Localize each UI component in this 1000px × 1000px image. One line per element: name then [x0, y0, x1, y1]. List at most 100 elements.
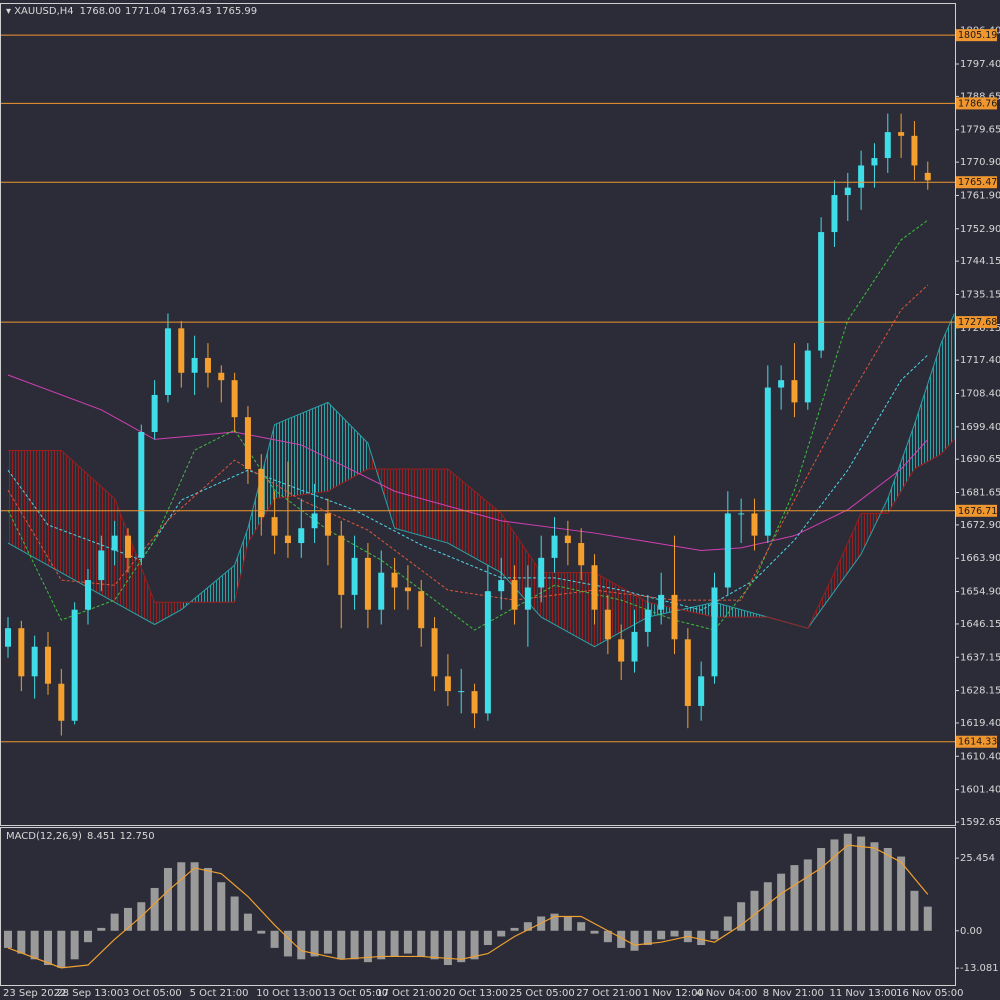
- macd-bar: [670, 930, 679, 937]
- macd-bar: [217, 882, 226, 931]
- x-tick-label: 10 Oct 13:00: [256, 988, 321, 999]
- macd-bar: [550, 913, 559, 931]
- macd-bar: [630, 930, 639, 951]
- macd-bar: [243, 913, 252, 931]
- candle-body: [218, 372, 225, 381]
- candle-body: [284, 535, 291, 544]
- x-tick-label: 13 Oct 05:00: [323, 988, 388, 999]
- macd-bar: [750, 890, 759, 931]
- close-text: 1765.99: [216, 6, 257, 17]
- cloud-segment: [154, 602, 182, 625]
- macd-bar: [910, 890, 919, 931]
- macd-bar: [563, 916, 572, 931]
- candle-body: [724, 513, 731, 588]
- high-text: 1771.04: [125, 6, 166, 17]
- macd-bar: [163, 867, 172, 931]
- candle-body: [31, 646, 38, 677]
- candle-body: [511, 580, 518, 610]
- candle-body: [298, 528, 305, 544]
- macd-bar: [883, 847, 892, 931]
- candle-body: [271, 517, 278, 536]
- y-tick-label: 1601.40: [960, 785, 1000, 796]
- macd-bar: [283, 930, 292, 957]
- open-text: 1768.00: [80, 6, 121, 17]
- y-tick-label: 1788.65: [960, 91, 1000, 102]
- price-panel: 1806.401797.401788.651779.651770.901761.…: [0, 26, 1000, 828]
- candle-body: [178, 328, 185, 373]
- macd-bar: [43, 930, 52, 966]
- candle-body: [858, 165, 865, 188]
- x-tick-label: 1 Nov 12:00: [643, 988, 704, 999]
- macd-signal: [7, 844, 929, 969]
- candle-body: [498, 580, 505, 592]
- macd-bar: [83, 930, 92, 943]
- candle-body: [484, 591, 491, 714]
- candle-body: [258, 469, 265, 518]
- macd-bar: [657, 930, 666, 940]
- candle-body: [564, 535, 571, 544]
- macd-bar: [897, 856, 906, 931]
- candle-body: [711, 587, 718, 677]
- cloud-segment: [8, 450, 62, 573]
- indicator-line: [7, 374, 929, 551]
- y-tick-label: 1744.15: [960, 256, 1000, 267]
- y-tick-label: 1646.15: [960, 619, 1000, 630]
- level-tag: [956, 735, 997, 748]
- macd-bar: [737, 902, 746, 931]
- macd-bar: [30, 930, 39, 960]
- macd-bar: [617, 930, 626, 948]
- macd-y-tick-label: 25.454: [960, 853, 995, 864]
- macd-bar: [603, 930, 612, 943]
- y-tick-label: 1663.90: [960, 553, 1000, 564]
- y-tick-label: 1681.65: [960, 488, 1000, 499]
- macd-bar: [830, 839, 839, 931]
- macd-bar: [643, 930, 652, 946]
- cloud-segment: [234, 528, 248, 603]
- candle-body: [671, 594, 678, 640]
- y-tick-label: 1619.40: [960, 718, 1000, 729]
- macd-bar: [697, 930, 706, 946]
- candle-body: [44, 646, 51, 684]
- macd-y-tick-label: 0.00: [960, 926, 982, 937]
- macd-bar: [70, 930, 79, 960]
- macd-bar: [710, 930, 719, 940]
- candle-body: [524, 587, 531, 610]
- candle-body: [791, 380, 798, 403]
- candle-body: [818, 232, 825, 351]
- macd-bar: [763, 882, 772, 931]
- macd-bar: [417, 930, 426, 957]
- candle-body: [538, 557, 545, 588]
- level-label: 1676.71: [958, 506, 997, 517]
- macd-bar: [323, 930, 332, 954]
- y-tick-label: 1708.40: [960, 388, 1000, 399]
- symbol: XAUUSD,H4: [14, 6, 73, 17]
- macd-bar: [443, 930, 452, 966]
- candle-body: [911, 135, 918, 166]
- candle-body: [604, 609, 611, 640]
- macd-bar: [870, 842, 879, 931]
- y-tick-label: 1797.40: [960, 59, 1000, 70]
- macd-bar: [403, 930, 412, 954]
- candle-body: [844, 187, 851, 196]
- candle-body: [418, 591, 425, 629]
- candle-body: [58, 683, 65, 721]
- y-tick-label: 1735.15: [960, 289, 1000, 300]
- low-text: 1763.43: [170, 6, 211, 17]
- candle-body: [658, 594, 665, 610]
- macd-bar: [470, 930, 479, 960]
- y-tick-label: 1610.40: [960, 751, 1000, 762]
- level-label: 1765.47: [958, 177, 997, 188]
- candle-body: [151, 394, 158, 432]
- cloud-segment: [914, 343, 942, 470]
- x-tick-label: 17 Oct 21:00: [376, 988, 441, 999]
- candle-body: [444, 676, 451, 692]
- macd-bar: [257, 930, 266, 934]
- candle-body: [364, 557, 371, 610]
- y-tick-label: 1752.90: [960, 224, 1000, 235]
- candle-body: [164, 328, 171, 395]
- macd-bar: [17, 930, 26, 954]
- x-tick-label: 20 Oct 13:00: [443, 988, 508, 999]
- macd-bar: [483, 930, 492, 946]
- level-tag: [956, 504, 997, 517]
